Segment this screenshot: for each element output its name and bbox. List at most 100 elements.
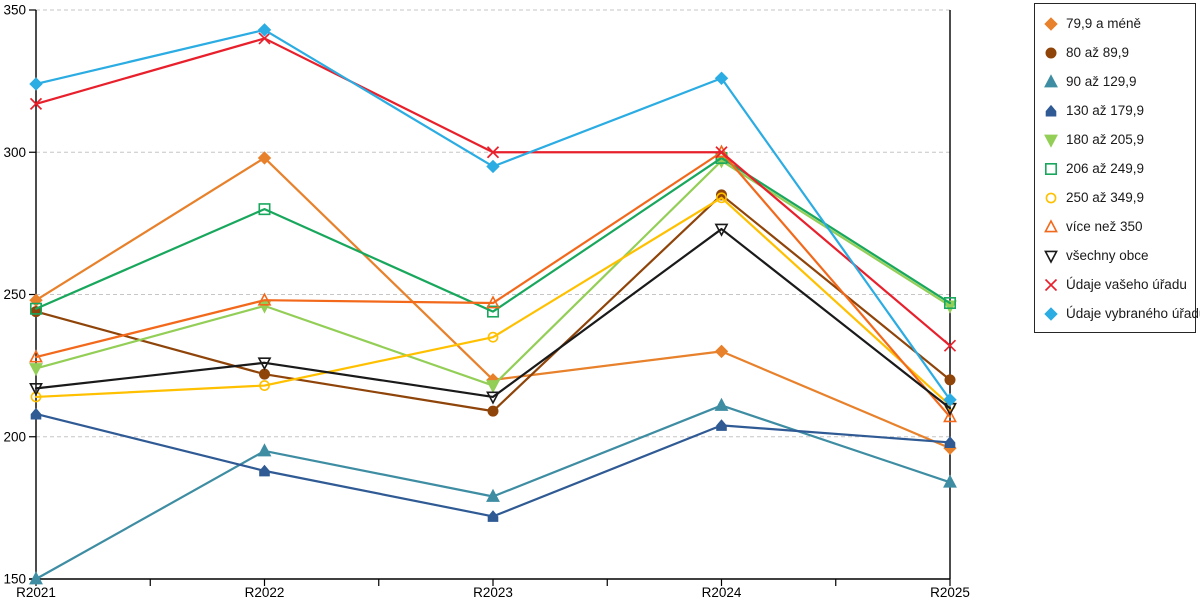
legend-label: všechny obce (1066, 248, 1149, 263)
series-10 (29, 23, 957, 407)
triangle-up-icon (1044, 73, 1058, 87)
axes: 150 200 250 300 350 R2021 R2022 R2023 R2024 R2025 (3, 3, 969, 600)
diamond-marker (257, 151, 272, 165)
legend-item-8[interactable]: všechny obce (1035, 241, 1195, 270)
triangle-down-marker (29, 363, 43, 377)
x-tick-label: R2021 (16, 585, 56, 600)
circle-marker (1045, 192, 1057, 203)
legend-item-2[interactable]: 90 až 129,9 (1035, 67, 1195, 96)
diamond-marker (486, 159, 500, 174)
series-3 (30, 407, 956, 522)
triangle-up-marker (486, 488, 500, 502)
pentagon-marker (259, 464, 270, 477)
legend-label: 130 až 179,9 (1066, 103, 1145, 118)
legend-item-0[interactable]: 79,9 a méně (1035, 9, 1195, 38)
diamond-marker (714, 71, 729, 85)
x-marker (715, 146, 728, 159)
y-tick-label: 300 (3, 145, 26, 160)
diamond-icon (1044, 306, 1058, 321)
legend-item-6[interactable]: 250 až 349,9 (1035, 183, 1195, 212)
square-marker (486, 305, 499, 318)
legend-label: 250 až 349,9 (1066, 190, 1145, 205)
series-9 (29, 32, 957, 352)
pentagon-marker (487, 510, 499, 522)
legend-label: 180 až 205,9 (1066, 132, 1145, 147)
y-tick-label: 200 (3, 429, 26, 444)
legend-item-4[interactable]: 180 až 205,9 (1035, 125, 1195, 154)
triangle-up-marker (1044, 218, 1058, 232)
series-line (34, 159, 952, 387)
circle-marker (716, 189, 727, 201)
triangle-down-icon (1044, 250, 1058, 264)
circle-icon (1045, 47, 1057, 58)
triangle-down-marker (943, 300, 957, 314)
x-marker (1044, 278, 1058, 291)
legend-label: Údaje vybraného úřadu (1066, 306, 1200, 321)
circle-marker (1045, 47, 1057, 58)
legend-label: 79,9 a méně (1066, 16, 1142, 31)
x-icon (1044, 278, 1058, 291)
legend-item-3[interactable]: 130 až 179,9 (1035, 96, 1195, 125)
x-tick-label: R2022 (245, 585, 285, 600)
triangle-up-marker (486, 295, 500, 309)
diamond-marker (29, 77, 43, 91)
circle-marker (30, 391, 42, 403)
x-marker (486, 146, 500, 159)
circle-marker (259, 368, 270, 380)
circle-marker (487, 405, 499, 417)
diamond-marker (257, 23, 272, 37)
series-line (34, 156, 952, 313)
legend-label: 206 až 249,9 (1066, 161, 1145, 176)
triangle-down-marker (714, 223, 729, 237)
series-2 (29, 397, 957, 585)
circle-marker (259, 380, 270, 391)
square-marker (258, 203, 271, 216)
x-tick-label: R2023 (473, 585, 513, 600)
triangle-up-marker (257, 292, 272, 306)
series-4 (29, 155, 957, 394)
triangle-up-marker (943, 474, 957, 488)
series-8 (29, 223, 957, 417)
y-tick-label: 350 (3, 3, 26, 18)
y-tick-label: 150 (3, 572, 26, 587)
circle-marker (487, 331, 499, 343)
triangle-down-marker (29, 382, 43, 397)
square-marker (943, 297, 956, 310)
series-0 (29, 151, 957, 455)
legend-label: Údaje vašeho úřadu (1066, 277, 1187, 292)
series-5 (29, 151, 956, 318)
series-line (34, 196, 952, 407)
legend-item-10[interactable]: Údaje vybraného úřadu (1035, 299, 1200, 328)
legend-label: 80 až 89,9 (1066, 45, 1130, 60)
circle-icon (1045, 192, 1057, 203)
legend-label: 90 až 129,9 (1066, 74, 1137, 89)
legend-label: více než 350 (1066, 219, 1143, 234)
x-tick-label: R2024 (702, 585, 742, 600)
triangle-down-marker (486, 380, 500, 394)
legend-item-7[interactable]: více než 350 (1035, 212, 1195, 241)
pentagon-marker (716, 419, 727, 431)
diamond-marker (1044, 306, 1058, 321)
square-marker (29, 302, 42, 315)
legend-item-9[interactable]: Údaje vašeho úřadu (1035, 270, 1195, 299)
series-line (34, 151, 952, 418)
triangle-down-marker (486, 391, 500, 405)
series-line (34, 227, 952, 410)
diamond-marker (29, 293, 43, 307)
circle-marker (716, 192, 727, 204)
triangle-up-marker (29, 349, 43, 363)
triangle-up-marker (257, 443, 272, 457)
triangle-up-icon (1044, 218, 1058, 232)
legend-item-1[interactable]: 80 až 89,9 (1035, 38, 1195, 67)
legend-item-5[interactable]: 206 až 249,9 (1035, 154, 1195, 183)
triangle-down-marker (1044, 134, 1058, 148)
triangle-up-marker (714, 397, 729, 411)
diamond-marker (1044, 16, 1058, 31)
circle-marker (944, 374, 956, 386)
diamond-icon (1044, 16, 1058, 31)
x-marker (258, 32, 271, 45)
x-tick-label: R2025 (930, 585, 970, 600)
diamond-marker (714, 344, 729, 359)
